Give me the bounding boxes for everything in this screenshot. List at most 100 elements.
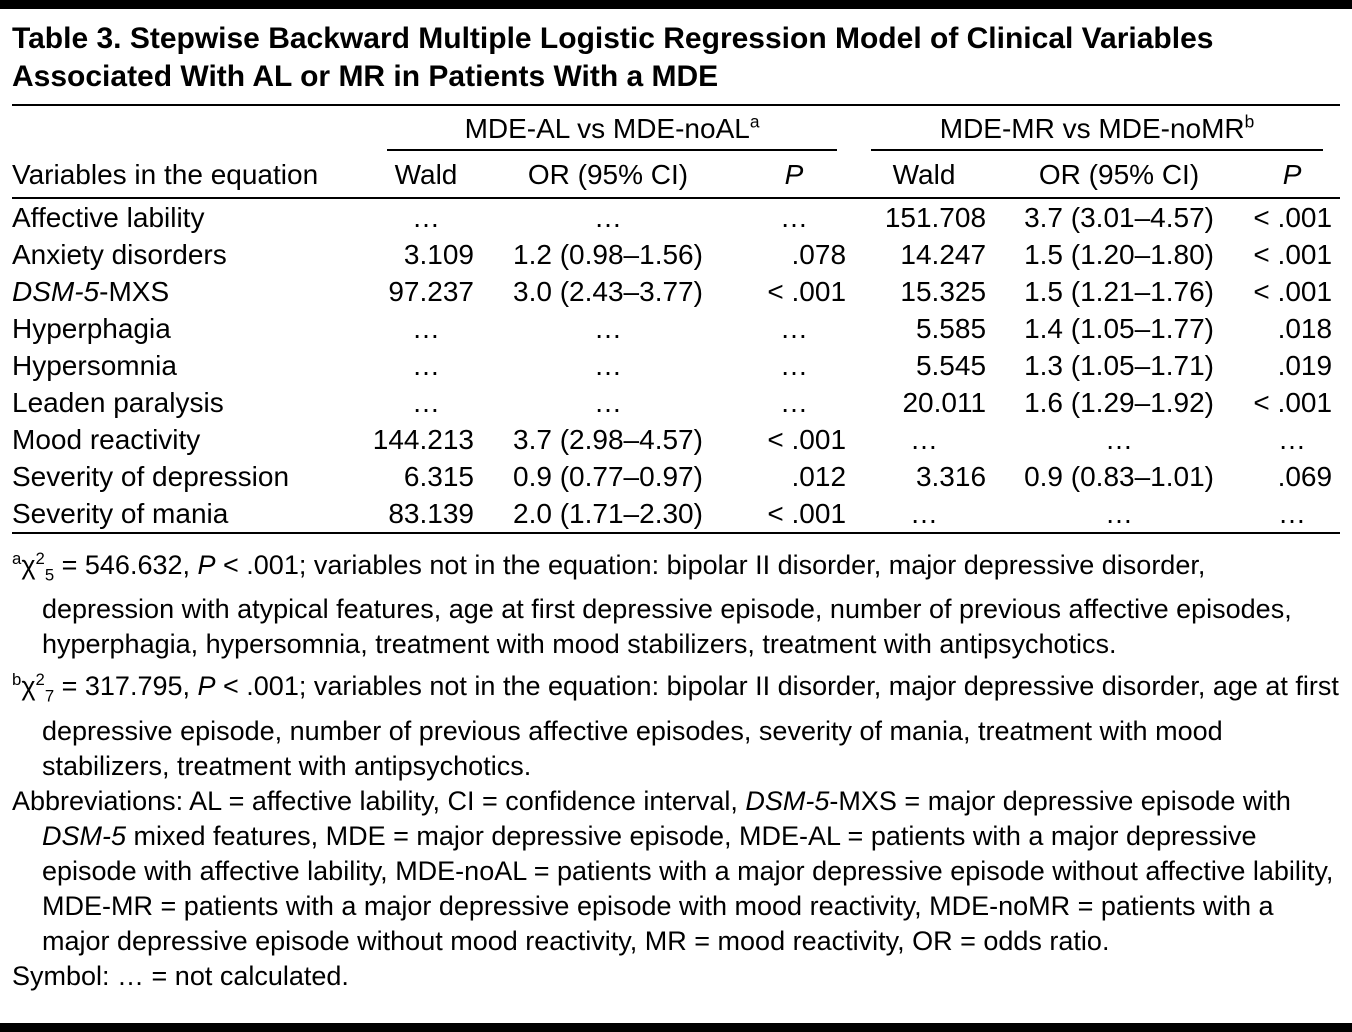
cell-or-mr: … [1105, 424, 1134, 455]
cell-wald-mr: 20.011 [902, 387, 987, 418]
footnote-a-eq: = 546.632, [54, 550, 198, 580]
cell-p-mr: < .001 [1253, 276, 1333, 307]
cell-p-mr: … [1244, 495, 1341, 534]
top-rule [0, 0, 1352, 9]
cell-p-al: .078 [791, 239, 847, 270]
column-header-or-al: OR (95% CI) [482, 152, 734, 199]
cell-or-al: 0.9 (0.77–0.97) [513, 461, 703, 492]
cell-or-mr: 1.5 (1.20–1.80) [1024, 239, 1214, 270]
cell-or-mr: 1.3 (1.05–1.71) [1024, 350, 1214, 381]
chi-subscript: 5 [44, 565, 55, 585]
table-row: Severity of mania 83.139 2.0 (1.71–2.30)… [12, 495, 1341, 534]
cell-or-mr: 3.7 (3.01–4.57) [1024, 202, 1214, 233]
footnote-b-marker: b [12, 670, 22, 690]
cell-or-al: 3.7 (2.98–4.57) [513, 424, 703, 455]
dsm5-italic: DSM-5 [42, 820, 127, 851]
cell-p-al: < .001 [734, 495, 855, 534]
footnotes: aχ25 = 546.632, P < .001; variables not … [12, 534, 1340, 994]
column-header-wald-mr: Wald [854, 152, 995, 199]
abbrev-text: mixed features, MDE = major depressive e… [42, 820, 1334, 956]
regression-table: MDE-AL vs MDE-noALa MDE-MR vs MDE-noMRb … [12, 104, 1341, 534]
cell-wald-al: 83.139 [370, 495, 482, 534]
cell-wald-mr: 14.247 [900, 239, 987, 270]
cell-wald-mr: 3.316 [915, 461, 987, 492]
column-header-p-al: P [734, 152, 855, 199]
cell-or-mr: 1.4 (1.05–1.77) [1024, 313, 1214, 344]
cell-wald-mr: 15.325 [900, 276, 987, 307]
row-label: DSM-5-MXS [12, 276, 170, 307]
cell-p-al: .012 [791, 461, 847, 492]
cell-wald-al: 97.237 [388, 276, 474, 307]
p-italic: P [197, 671, 216, 702]
blank-spanner-cell [12, 105, 370, 152]
cell-p-al: < .001 [767, 276, 847, 307]
chi-symbol: χ [21, 550, 36, 580]
cell-or-mr: 0.9 (0.83–1.01) [1024, 461, 1214, 492]
cell-wald-mr: … [854, 495, 995, 534]
footnote-a: aχ25 = 546.632, P < .001; variables not … [12, 541, 1340, 662]
cell-p-mr: < .001 [1253, 239, 1333, 270]
cell-wald-al: 6.315 [403, 461, 474, 492]
table-row: Anxiety disorders 3.109 1.2 (0.98–1.56) … [12, 236, 1340, 273]
cell-wald-al: … [412, 350, 440, 381]
row-label: Severity of depression [12, 461, 290, 492]
bottom-rule [0, 1023, 1352, 1032]
cell-or-al: … [594, 387, 622, 418]
cell-wald-mr: 151.708 [884, 202, 987, 233]
cell-p-mr: < .001 [1253, 202, 1333, 233]
cell-wald-al: … [412, 202, 440, 233]
cell-or-al: 2.0 (1.71–2.30) [482, 495, 734, 534]
cell-p-mr: .019 [1277, 350, 1333, 381]
cell-p-al: … [780, 202, 809, 233]
footnote-a-text: < .001; variables not in the equation: b… [42, 550, 1292, 660]
group-header-row: MDE-AL vs MDE-noALa MDE-MR vs MDE-noMRb [12, 105, 1340, 152]
column-header-variables: Variables in the equation [12, 152, 370, 199]
cell-p-al: … [780, 387, 809, 418]
row-label: Affective lability [12, 202, 205, 233]
column-header-or-mr: OR (95% CI) [994, 152, 1245, 199]
table-row: Severity of depression 6.315 0.9 (0.77–0… [12, 458, 1340, 495]
table-row: Hypersomnia … … … 5.545 1.3 (1.05–1.71) … [12, 347, 1340, 384]
footnote-abbreviations: Abbreviations: AL = affective lability, … [12, 784, 1340, 959]
cell-p-mr: .018 [1277, 313, 1333, 344]
table-row: Hyperphagia … … … 5.585 1.4 (1.05–1.77) … [12, 310, 1340, 347]
table-row: Mood reactivity 144.213 3.7 (2.98–4.57) … [12, 421, 1340, 458]
cell-wald-al: … [412, 313, 440, 344]
cell-or-al: … [594, 313, 622, 344]
footnote-symbol: Symbol: … = not calculated. [12, 960, 349, 991]
table-row: Affective lability … … … 151.708 3.7 (3.… [12, 198, 1340, 236]
group-header-al: MDE-AL vs MDE-noALa [370, 105, 854, 152]
cell-or-mr: 1.5 (1.21–1.76) [1024, 276, 1214, 307]
table-row: Leaden paralysis … … … 20.011 1.6 (1.29–… [12, 384, 1340, 421]
row-label: Severity of mania [12, 495, 370, 534]
footnote-b-eq: = 317.795, [54, 671, 198, 702]
cell-p-al: < .001 [767, 424, 847, 455]
footnote-a-marker: a [12, 549, 22, 568]
footnote-marker-b: b [1244, 111, 1255, 132]
chi-superscript: 2 [35, 670, 45, 690]
row-label: Leaden paralysis [12, 387, 224, 418]
abbrev-text: -MXS = major depressive episode with [829, 785, 1291, 816]
chi-subscript: 7 [44, 686, 55, 706]
footnote-b: bχ27 = 317.795, P < .001; variables not … [12, 662, 1340, 783]
dsm5-italic: DSM-5 [745, 785, 830, 816]
column-header-row: Variables in the equation Wald OR (95% C… [12, 152, 1341, 199]
cell-or-mr: … [994, 495, 1245, 534]
cell-wald-mr: … [910, 424, 939, 455]
cell-or-al: 1.2 (0.98–1.56) [513, 239, 703, 270]
column-header-p-mr: P [1244, 152, 1341, 199]
group-header-al-label: MDE-AL vs MDE-noAL [464, 113, 750, 144]
chi-superscript: 2 [35, 549, 45, 568]
cell-wald-mr: 5.545 [915, 350, 987, 381]
row-label: Anxiety disorders [12, 239, 227, 270]
cell-p-mr: < .001 [1253, 387, 1333, 418]
cell-wald-al: 144.213 [372, 424, 474, 455]
cell-or-al: … [594, 202, 622, 233]
group-header-mr: MDE-MR vs MDE-noMRb [854, 105, 1340, 152]
cell-p-mr: .069 [1277, 461, 1333, 492]
chi-symbol: χ [21, 671, 36, 702]
table-title: Table 3. Stepwise Backward Multiple Logi… [12, 22, 1214, 93]
footnote-b-text: < .001; variables not in the equation: b… [42, 671, 1339, 781]
row-label: Hyperphagia [12, 313, 171, 344]
